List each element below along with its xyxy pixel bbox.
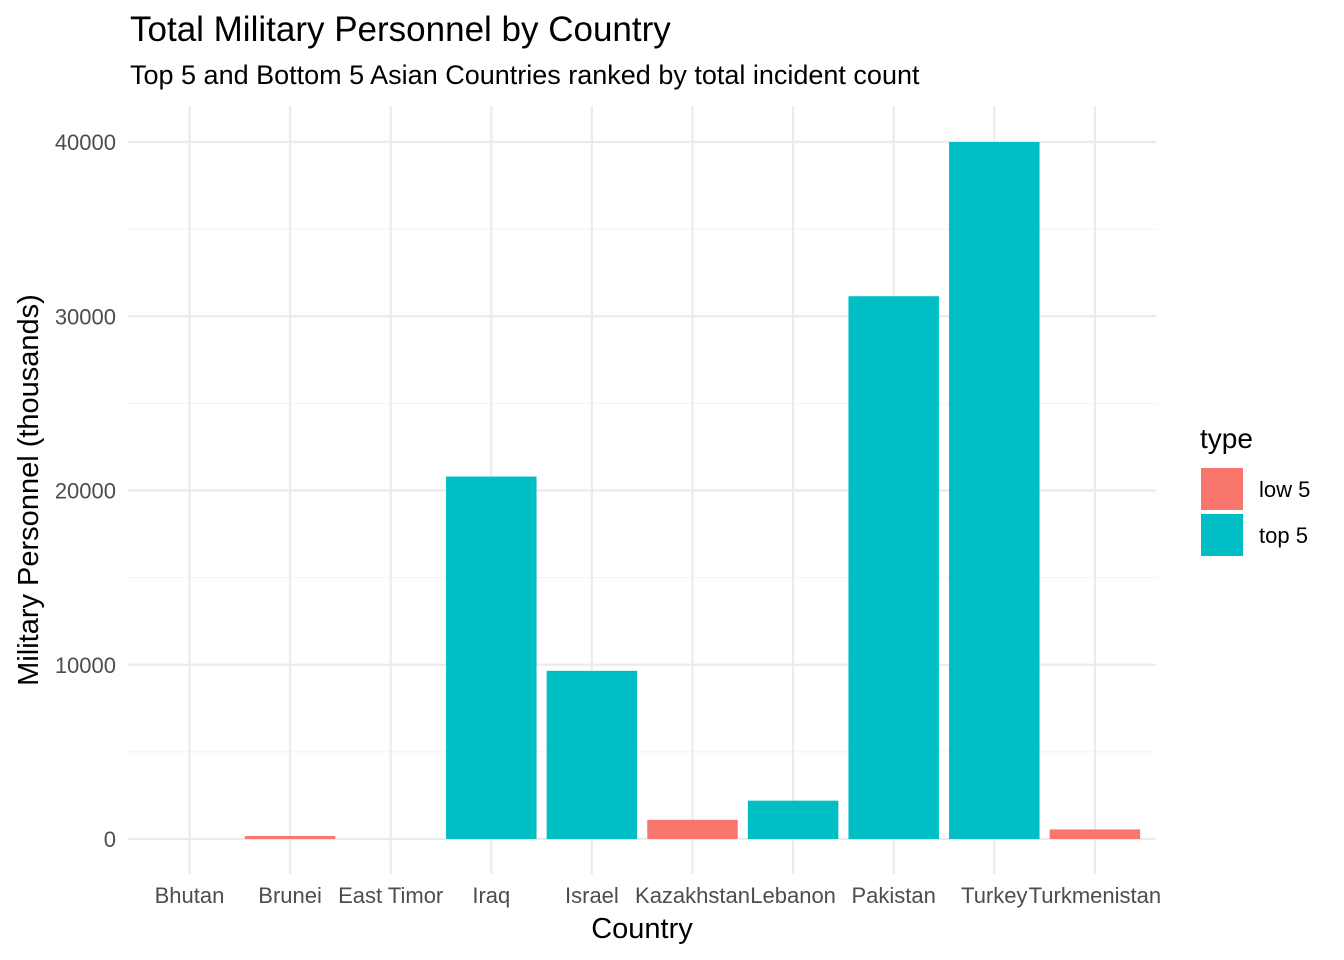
bar-kazakhstan: [647, 819, 738, 839]
bar-israel: [546, 670, 638, 839]
x-tick-label: Pakistan: [852, 883, 936, 908]
legend-key-low-5: [1201, 468, 1243, 510]
y-tick-label: 30000: [55, 304, 116, 329]
x-tick-label: Brunei: [258, 883, 322, 908]
bar-turkey: [949, 142, 1040, 839]
x-tick-label: Kazakhstan: [635, 883, 750, 908]
legend-label-top-5: top 5: [1259, 523, 1308, 548]
bars-layer: [244, 142, 1141, 839]
legend: type low 5 top 5: [1200, 423, 1310, 556]
y-tick-label: 40000: [55, 130, 116, 155]
y-tick-label: 0: [104, 827, 116, 852]
bar-pakistan: [848, 296, 939, 839]
bar-turkmenistan: [1049, 829, 1141, 839]
bar-brunei: [244, 836, 336, 839]
x-tick-label: East Timor: [338, 883, 443, 908]
x-tick-label: Turkmenistan: [1029, 883, 1161, 908]
x-tick-label: Israel: [565, 883, 619, 908]
x-tick-label: Iraq: [472, 883, 510, 908]
bar-iraq: [446, 476, 537, 839]
chart-subtitle: Top 5 and Bottom 5 Asian Countries ranke…: [130, 60, 920, 90]
y-axis: 0 10000 20000 30000 40000: [55, 130, 116, 852]
x-axis: Bhutan Brunei East Timor Iraq Israel Kazakhst…: [155, 883, 1161, 908]
bar-lebanon: [747, 800, 839, 839]
y-tick-label: 20000: [55, 479, 116, 504]
x-tick-label: Bhutan: [155, 883, 225, 908]
x-axis-title: Country: [591, 913, 693, 945]
legend-key-top-5: [1201, 514, 1243, 556]
legend-title: type: [1200, 423, 1253, 454]
y-tick-label: 10000: [55, 653, 116, 678]
legend-label-low-5: low 5: [1259, 477, 1310, 502]
x-tick-label: Lebanon: [750, 883, 836, 908]
chart-title: Total Military Personnel by Country: [130, 10, 671, 49]
x-tick-label: Turkey: [961, 883, 1027, 908]
y-axis-title: Military Personnel (thousands): [13, 294, 45, 686]
